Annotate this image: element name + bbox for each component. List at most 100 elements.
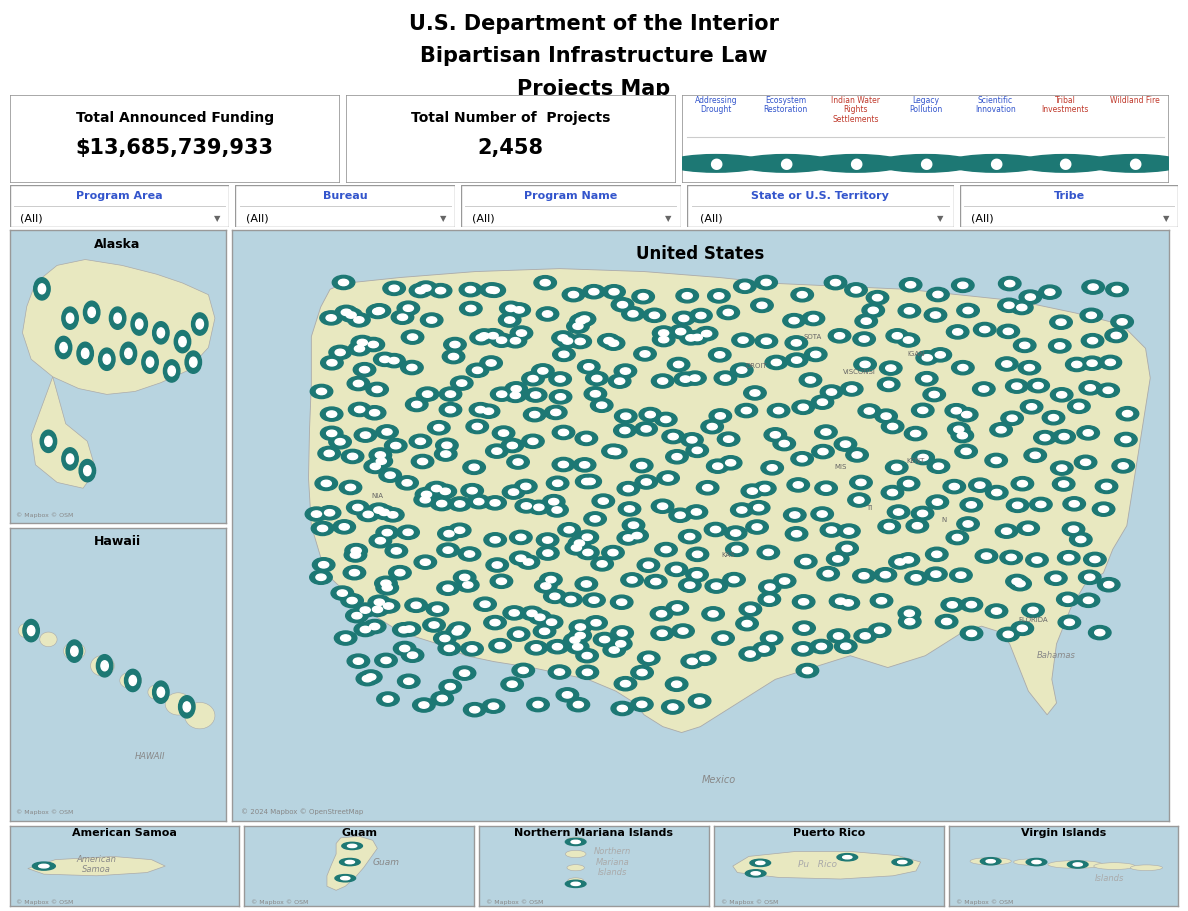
Circle shape bbox=[466, 305, 476, 312]
Circle shape bbox=[745, 650, 756, 657]
Circle shape bbox=[423, 618, 446, 632]
Circle shape bbox=[354, 603, 377, 617]
Circle shape bbox=[639, 407, 662, 422]
Circle shape bbox=[602, 444, 624, 458]
Circle shape bbox=[1005, 281, 1015, 287]
Circle shape bbox=[897, 553, 920, 567]
Circle shape bbox=[507, 455, 530, 469]
Circle shape bbox=[440, 635, 450, 641]
Circle shape bbox=[767, 465, 777, 471]
Circle shape bbox=[1012, 383, 1022, 389]
Circle shape bbox=[582, 478, 592, 485]
Circle shape bbox=[480, 356, 503, 370]
Circle shape bbox=[437, 581, 460, 595]
Circle shape bbox=[168, 366, 176, 376]
Circle shape bbox=[575, 577, 598, 591]
Text: © Mapbox © OSM: © Mapbox © OSM bbox=[721, 899, 778, 905]
Circle shape bbox=[527, 438, 538, 445]
Circle shape bbox=[341, 449, 364, 464]
Circle shape bbox=[604, 337, 614, 343]
Circle shape bbox=[1112, 459, 1135, 473]
Circle shape bbox=[444, 530, 454, 537]
Circle shape bbox=[531, 363, 554, 378]
Circle shape bbox=[1034, 431, 1056, 445]
Circle shape bbox=[339, 524, 349, 530]
Circle shape bbox=[1044, 289, 1055, 295]
Circle shape bbox=[1030, 497, 1053, 512]
Circle shape bbox=[556, 688, 579, 702]
Circle shape bbox=[744, 386, 766, 400]
Circle shape bbox=[416, 438, 425, 445]
Circle shape bbox=[657, 503, 668, 509]
Circle shape bbox=[952, 278, 974, 292]
Circle shape bbox=[651, 578, 661, 585]
Circle shape bbox=[484, 408, 493, 415]
Text: ●: ● bbox=[849, 156, 862, 171]
Circle shape bbox=[735, 617, 758, 630]
Circle shape bbox=[311, 511, 322, 517]
Circle shape bbox=[412, 698, 435, 712]
Circle shape bbox=[552, 507, 562, 513]
Circle shape bbox=[685, 505, 708, 519]
Circle shape bbox=[1099, 355, 1121, 370]
Circle shape bbox=[185, 351, 202, 374]
Circle shape bbox=[583, 512, 606, 526]
Circle shape bbox=[369, 623, 380, 630]
Circle shape bbox=[514, 479, 537, 494]
Circle shape bbox=[931, 571, 941, 578]
Circle shape bbox=[489, 619, 500, 626]
Circle shape bbox=[568, 292, 579, 298]
Text: $13,685,739,933: $13,685,739,933 bbox=[76, 138, 273, 158]
Circle shape bbox=[379, 509, 390, 516]
Circle shape bbox=[310, 570, 333, 584]
Circle shape bbox=[946, 530, 968, 545]
Ellipse shape bbox=[120, 672, 141, 689]
Circle shape bbox=[773, 407, 784, 414]
Circle shape bbox=[797, 456, 807, 462]
Circle shape bbox=[633, 347, 656, 361]
Circle shape bbox=[391, 548, 402, 554]
Circle shape bbox=[906, 518, 929, 533]
Circle shape bbox=[442, 350, 465, 363]
Circle shape bbox=[687, 658, 697, 664]
Circle shape bbox=[196, 319, 203, 329]
Circle shape bbox=[503, 606, 525, 620]
Circle shape bbox=[1106, 282, 1129, 297]
Circle shape bbox=[745, 606, 756, 612]
Circle shape bbox=[349, 569, 360, 576]
Circle shape bbox=[441, 451, 450, 457]
Circle shape bbox=[854, 496, 864, 503]
Circle shape bbox=[567, 698, 589, 711]
Circle shape bbox=[1101, 483, 1112, 489]
Circle shape bbox=[383, 585, 392, 591]
Ellipse shape bbox=[18, 623, 36, 638]
Circle shape bbox=[334, 631, 356, 645]
Circle shape bbox=[571, 840, 580, 844]
Circle shape bbox=[657, 471, 680, 485]
Circle shape bbox=[836, 541, 858, 556]
Circle shape bbox=[551, 409, 561, 415]
Circle shape bbox=[1019, 343, 1030, 349]
Circle shape bbox=[504, 388, 526, 403]
Circle shape bbox=[996, 524, 1018, 538]
Circle shape bbox=[889, 555, 911, 569]
Text: Bureau: Bureau bbox=[323, 190, 367, 200]
Circle shape bbox=[735, 404, 758, 417]
Circle shape bbox=[712, 631, 734, 645]
Circle shape bbox=[558, 429, 569, 435]
Circle shape bbox=[898, 615, 921, 629]
Circle shape bbox=[495, 642, 505, 649]
Circle shape bbox=[846, 448, 868, 462]
Circle shape bbox=[665, 562, 688, 577]
Circle shape bbox=[399, 645, 410, 651]
Circle shape bbox=[373, 353, 396, 366]
Circle shape bbox=[430, 496, 453, 511]
Circle shape bbox=[816, 643, 827, 650]
Circle shape bbox=[1057, 465, 1067, 471]
Circle shape bbox=[543, 495, 565, 508]
Circle shape bbox=[450, 342, 460, 348]
Circle shape bbox=[905, 619, 915, 625]
Circle shape bbox=[864, 408, 874, 415]
Circle shape bbox=[320, 311, 342, 325]
Circle shape bbox=[70, 646, 78, 656]
